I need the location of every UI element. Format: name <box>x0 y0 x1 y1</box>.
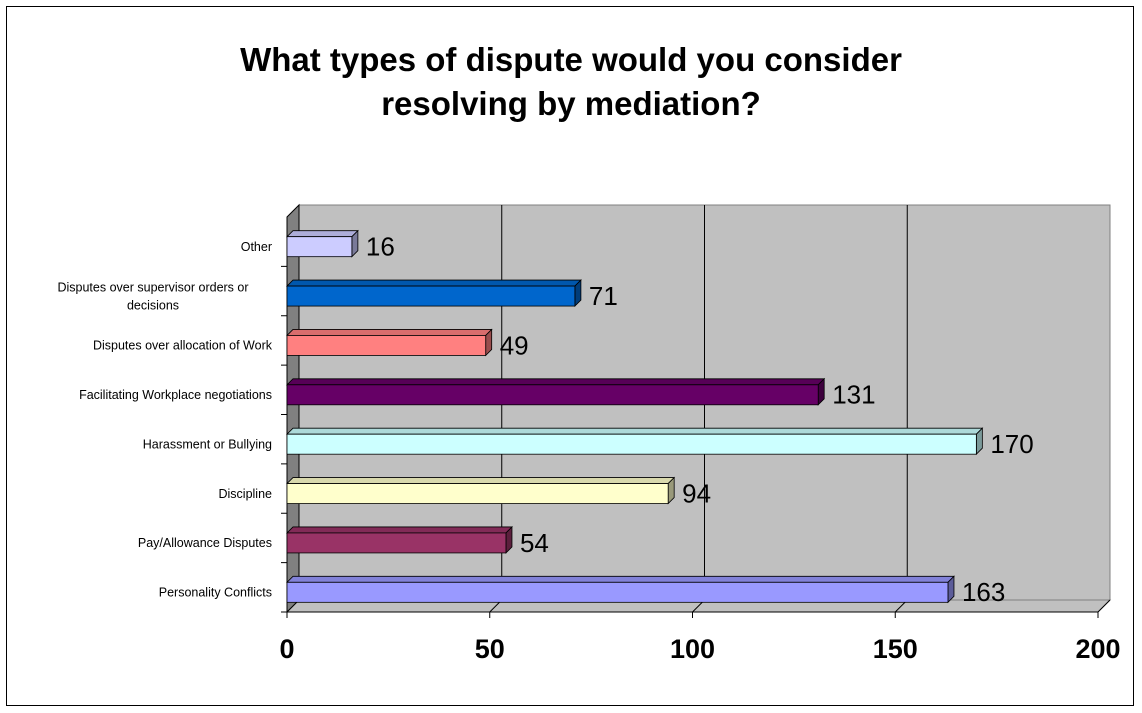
x-tick-label: 50 <box>475 634 505 664</box>
y-category-label: decisions <box>127 298 179 312</box>
bar-top <box>286 575 955 583</box>
y-category-label: Facilitating Workplace negotiations <box>79 388 272 402</box>
bar <box>286 384 819 406</box>
bar <box>286 581 949 603</box>
bar-top <box>286 378 826 386</box>
x-tick-label: 0 <box>279 634 294 664</box>
bar <box>286 335 487 356</box>
bar-top <box>286 230 359 238</box>
chart-title-line-2: resolving by mediation? <box>381 85 761 122</box>
y-category-label: Pay/Allowance Disputes <box>138 536 272 550</box>
x-tick-label: 100 <box>670 634 715 664</box>
bar-value-label: 163 <box>962 577 1005 607</box>
bar <box>286 483 669 504</box>
x-tick-label: 200 <box>1075 634 1120 664</box>
y-category-label: Other <box>241 240 272 254</box>
bar-top <box>286 427 984 435</box>
y-category-label: Disputes over allocation of Work <box>93 339 273 353</box>
bar <box>286 285 576 307</box>
bar-value-label: 170 <box>990 429 1033 459</box>
y-category-label: Disputes over supervisor orders or <box>57 280 248 294</box>
bar-value-label: 94 <box>682 478 711 508</box>
bar-value-label: 71 <box>589 281 618 311</box>
bar-value-label: 16 <box>366 232 395 262</box>
bar <box>286 236 353 258</box>
y-category-label: Discipline <box>219 487 273 501</box>
bar-top <box>286 526 513 534</box>
bar-top <box>286 477 676 484</box>
chart-title: What types of dispute would you consider… <box>0 38 1142 126</box>
bar-top <box>286 329 493 336</box>
x-tick-label: 150 <box>873 634 918 664</box>
y-category-label: Harassment or Bullying <box>143 437 272 451</box>
bar <box>286 433 977 455</box>
bar-value-label: 49 <box>500 330 529 360</box>
chart-title-line-1: What types of dispute would you consider <box>240 41 902 78</box>
bar <box>286 532 507 554</box>
y-category-label: Personality Conflicts <box>159 586 272 600</box>
bar-top <box>286 279 582 287</box>
floor-gridline <box>1097 599 1111 613</box>
bar-value-label: 131 <box>832 380 875 410</box>
bar-value-label: 54 <box>520 528 549 558</box>
